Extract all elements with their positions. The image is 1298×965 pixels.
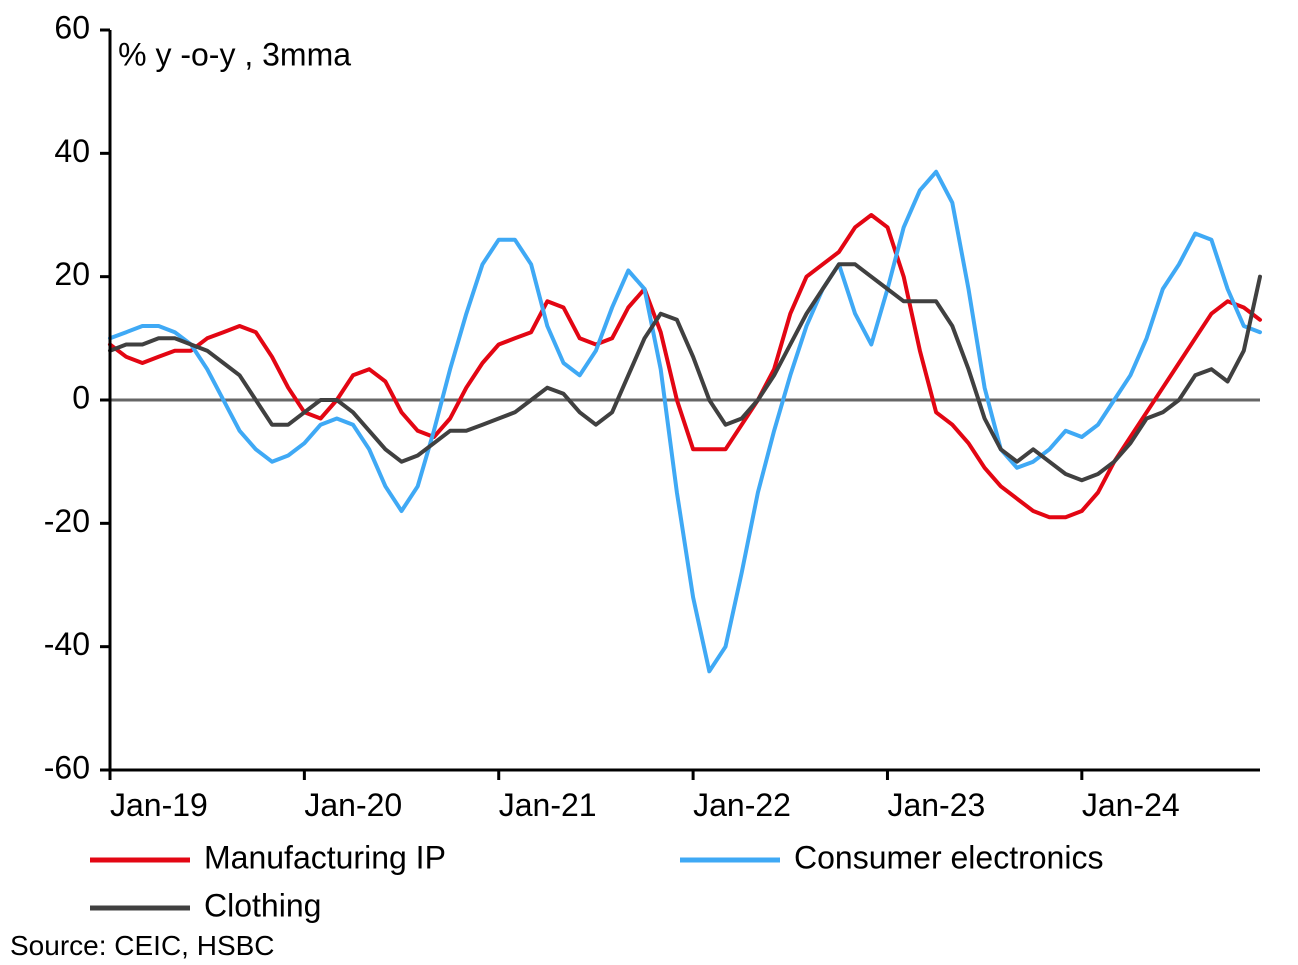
x-tick-label: Jan-21 xyxy=(499,787,597,823)
y-tick-label: 40 xyxy=(54,133,90,169)
axis-unit-label: % y -o-y , 3mma xyxy=(118,37,351,73)
y-tick-label: -60 xyxy=(44,749,90,785)
line-chart: -60 -40 -20 0 20 40 60 Jan-19 Jan-20 Jan-21 Jan-22… xyxy=(0,0,1298,965)
x-tick-label: Jan-24 xyxy=(1082,787,1180,823)
legend-label-clothing: Clothing xyxy=(204,887,321,923)
y-tick-label: -40 xyxy=(44,626,90,662)
x-tick-label: Jan-20 xyxy=(304,787,402,823)
legend-label-consumer_electronics: Consumer electronics xyxy=(794,839,1103,875)
source-text: Source: CEIC, HSBC xyxy=(10,930,275,961)
y-tick-label: 20 xyxy=(54,256,90,292)
y-tick-label: -20 xyxy=(44,503,90,539)
x-tick-label: Jan-22 xyxy=(693,787,791,823)
x-tick-label: Jan-23 xyxy=(887,787,985,823)
chart-container: -60 -40 -20 0 20 40 60 Jan-19 Jan-20 Jan-21 Jan-22… xyxy=(0,0,1298,965)
x-tick-label: Jan-19 xyxy=(110,787,208,823)
y-tick-label: 0 xyxy=(72,379,90,415)
legend-label-manufacturing_ip: Manufacturing IP xyxy=(204,839,446,875)
y-tick-label: 60 xyxy=(54,9,90,45)
